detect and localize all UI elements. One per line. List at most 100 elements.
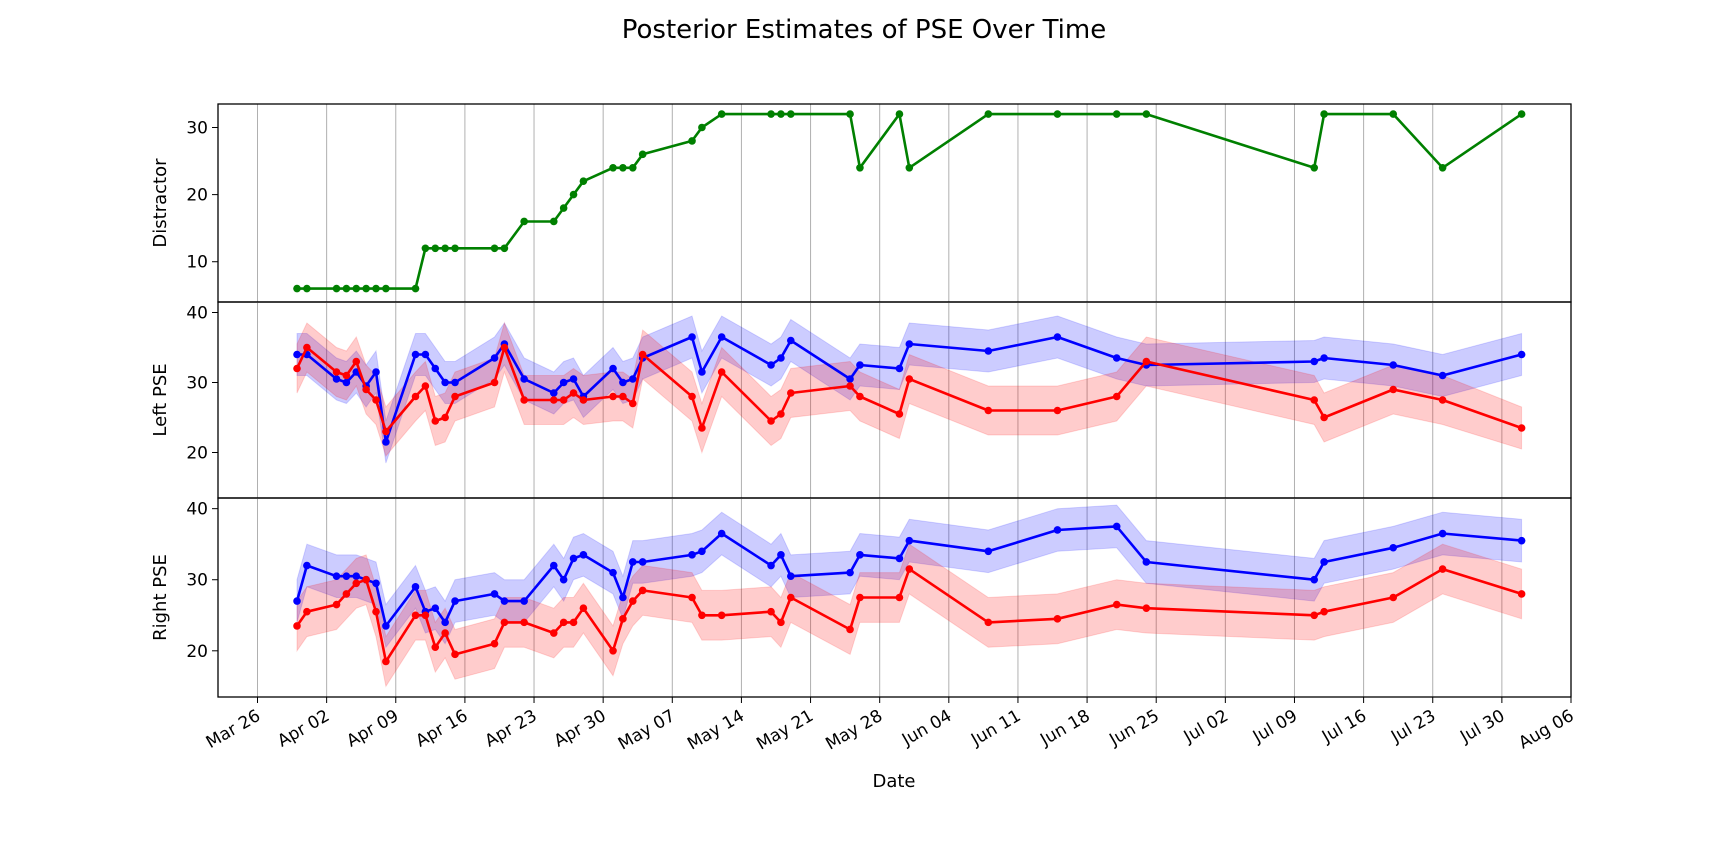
data-point xyxy=(411,611,420,620)
data-point xyxy=(609,647,617,655)
data-point xyxy=(520,597,528,605)
panel-1: 20 30 40 Left PSE xyxy=(150,301,1572,499)
data-point xyxy=(905,163,914,172)
data-point xyxy=(1112,392,1121,401)
data-point xyxy=(362,575,370,584)
data-point xyxy=(619,593,627,602)
data-point xyxy=(441,244,449,253)
data-point xyxy=(332,375,341,383)
y-axis-title: Distractor xyxy=(150,158,171,248)
panel-2: 20 30 40 Right PSE xyxy=(150,497,1572,698)
y-tick-label: 40 xyxy=(186,500,208,520)
data-point xyxy=(431,417,440,425)
data-point xyxy=(1517,536,1526,545)
data-point xyxy=(984,110,993,118)
data-point xyxy=(628,163,637,172)
data-point xyxy=(451,597,459,605)
ci-band-1 xyxy=(296,543,1523,688)
data-point xyxy=(490,639,499,648)
data-point xyxy=(717,529,726,538)
data-point xyxy=(549,217,558,226)
data-point xyxy=(441,629,449,637)
data-point xyxy=(767,361,775,369)
data-point xyxy=(441,378,449,387)
data-point xyxy=(441,413,449,422)
data-point xyxy=(717,611,726,620)
data-point xyxy=(332,600,341,609)
data-point xyxy=(1320,558,1328,566)
data-point xyxy=(698,368,706,376)
data-point xyxy=(451,244,459,253)
data-point xyxy=(342,378,351,387)
data-point xyxy=(638,350,647,359)
data-point xyxy=(382,427,390,436)
data-point xyxy=(1517,590,1526,598)
data-point xyxy=(905,375,914,383)
data-point xyxy=(411,583,420,591)
data-point xyxy=(787,389,795,397)
data-point xyxy=(638,150,647,159)
data-point xyxy=(1438,565,1447,573)
data-point xyxy=(1389,361,1398,369)
data-point xyxy=(628,558,637,566)
data-point xyxy=(342,371,351,380)
data-point xyxy=(559,575,568,584)
data-point xyxy=(559,618,568,627)
data-point xyxy=(372,579,380,588)
data-point xyxy=(638,558,647,566)
data-point xyxy=(846,375,854,383)
data-point xyxy=(698,424,706,432)
data-point xyxy=(698,123,706,132)
data-point xyxy=(411,350,420,359)
data-point xyxy=(688,392,696,401)
data-point xyxy=(421,350,430,359)
data-point xyxy=(767,607,775,616)
data-point xyxy=(1389,543,1398,552)
y-axis-title: Left PSE xyxy=(150,363,171,436)
data-point xyxy=(1389,385,1398,394)
data-point xyxy=(609,392,617,401)
data-point xyxy=(767,561,775,570)
data-point xyxy=(352,284,361,293)
data-point xyxy=(579,177,588,185)
data-point xyxy=(490,354,499,362)
data-point xyxy=(1053,333,1062,341)
data-point xyxy=(1320,607,1328,616)
data-point xyxy=(421,382,430,390)
data-point xyxy=(579,604,588,612)
data-point xyxy=(777,354,785,362)
data-point xyxy=(1142,558,1151,566)
data-point xyxy=(638,586,647,595)
data-point xyxy=(352,579,361,588)
data-point xyxy=(1438,163,1447,172)
data-point xyxy=(1438,371,1447,380)
data-point xyxy=(1310,163,1319,172)
data-point xyxy=(1438,396,1447,404)
data-point xyxy=(1053,526,1062,534)
data-point xyxy=(777,618,785,627)
data-point xyxy=(549,561,558,570)
data-point xyxy=(303,343,311,352)
data-point xyxy=(846,625,854,634)
data-point xyxy=(490,378,499,387)
data-point xyxy=(451,378,459,387)
data-point xyxy=(569,190,578,199)
data-point xyxy=(1142,110,1151,118)
data-point xyxy=(905,340,914,348)
y-tick-label: 40 xyxy=(186,304,208,324)
data-point xyxy=(717,368,726,376)
data-point xyxy=(1517,424,1526,432)
data-point xyxy=(1112,600,1121,609)
data-point xyxy=(787,593,795,602)
data-point xyxy=(1310,611,1319,620)
data-point xyxy=(569,375,578,383)
data-point xyxy=(293,350,301,359)
data-point xyxy=(293,364,301,373)
data-point xyxy=(382,438,390,446)
x-axis-title: Date xyxy=(872,771,915,792)
data-point xyxy=(500,244,509,253)
data-point xyxy=(451,650,459,659)
data-point xyxy=(609,364,617,373)
data-point xyxy=(777,410,785,418)
data-point xyxy=(619,163,627,172)
